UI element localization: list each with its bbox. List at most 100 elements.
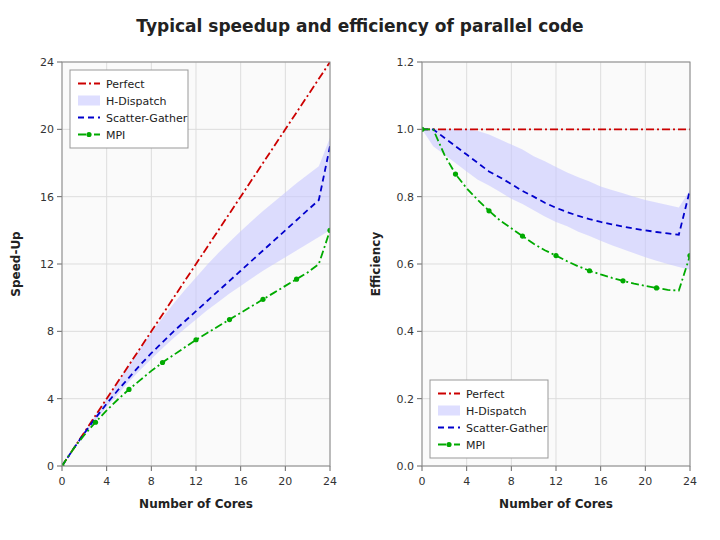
line bbox=[62, 230, 330, 466]
title: Typical speedup and efficiency of parall… bbox=[136, 16, 583, 36]
tick-label: 20 bbox=[40, 123, 54, 136]
tick-mark bbox=[57, 129, 62, 130]
tick-label: 8 bbox=[47, 325, 54, 338]
tick-mark bbox=[57, 62, 62, 63]
tick-label: 4 bbox=[463, 475, 470, 488]
legend-marker bbox=[86, 132, 91, 137]
line bbox=[62, 62, 330, 466]
tick-mark bbox=[556, 466, 557, 471]
axis-label: Efficiency bbox=[369, 232, 383, 297]
band bbox=[422, 129, 690, 269]
tick-label: 0 bbox=[47, 460, 54, 473]
tick-label: 4 bbox=[103, 475, 110, 488]
tick-mark bbox=[511, 466, 512, 471]
marker bbox=[294, 277, 299, 282]
tick-mark bbox=[57, 331, 62, 332]
legend-box bbox=[430, 380, 548, 458]
tick-label: 0 bbox=[419, 475, 426, 488]
axis-label: Number of Cores bbox=[139, 497, 253, 511]
chart-panel: 0481216202404812162024Number of CoresSpe… bbox=[9, 56, 337, 511]
legend-label: MPI bbox=[106, 129, 125, 142]
marker bbox=[260, 297, 265, 302]
marks bbox=[62, 62, 330, 466]
tick-label: 16 bbox=[594, 475, 608, 488]
tick-mark bbox=[417, 398, 422, 399]
tick-label: 16 bbox=[40, 191, 54, 204]
grid-line bbox=[422, 264, 690, 265]
tick-mark bbox=[285, 466, 286, 471]
tick-label: 0.6 bbox=[397, 258, 415, 271]
legend-label: H-Dispatch bbox=[106, 95, 167, 108]
axis-label: Number of Cores bbox=[499, 497, 613, 511]
marker bbox=[160, 360, 165, 365]
tick-mark bbox=[62, 466, 63, 471]
marker bbox=[126, 387, 131, 392]
tick-label: 8 bbox=[508, 475, 515, 488]
legend-swatch bbox=[438, 406, 460, 416]
legend-label: MPI bbox=[466, 439, 485, 452]
marker bbox=[520, 233, 525, 238]
tick-mark bbox=[645, 466, 646, 471]
plot-frame bbox=[62, 62, 330, 466]
tick-label: 24 bbox=[40, 56, 54, 69]
marker bbox=[553, 253, 558, 258]
grid bbox=[62, 62, 330, 466]
legend-swatch bbox=[78, 96, 100, 106]
chart-root: Typical speedup and efficiency of parall… bbox=[0, 0, 720, 540]
tick-mark bbox=[600, 466, 601, 471]
marker bbox=[227, 317, 232, 322]
tick-label: 16 bbox=[234, 475, 248, 488]
tick-mark bbox=[417, 62, 422, 63]
tick-mark bbox=[690, 466, 691, 471]
line bbox=[422, 128, 690, 130]
tick-mark bbox=[196, 466, 197, 471]
tick-mark bbox=[240, 466, 241, 471]
tick-mark bbox=[417, 196, 422, 197]
axis-label: Speed-Up bbox=[9, 231, 23, 297]
marker bbox=[620, 278, 625, 283]
grid bbox=[422, 62, 690, 466]
tick-mark bbox=[57, 264, 62, 265]
tick-mark bbox=[151, 466, 152, 471]
marker bbox=[453, 172, 458, 177]
tick-mark bbox=[422, 466, 423, 471]
tick-mark bbox=[330, 466, 331, 471]
legend-label: Perfect bbox=[466, 388, 505, 401]
tick-label: 1.0 bbox=[397, 123, 415, 136]
tick-mark bbox=[417, 264, 422, 265]
plot-area bbox=[62, 62, 330, 466]
tick-label: 0.2 bbox=[397, 393, 415, 406]
grid-line bbox=[62, 331, 330, 332]
legend-label: Scatter-Gather bbox=[466, 422, 548, 435]
marker bbox=[654, 285, 659, 290]
tick-mark bbox=[417, 129, 422, 130]
band bbox=[62, 138, 330, 466]
tick-label: 0.8 bbox=[397, 191, 415, 204]
tick-label: 0.0 bbox=[397, 460, 415, 473]
legend-swatch bbox=[438, 427, 460, 429]
legend-marker bbox=[446, 442, 451, 447]
tick-label: 0.4 bbox=[397, 325, 415, 338]
legend: Perfect H-Dispatch Scatter-Gather MPI bbox=[430, 380, 548, 458]
marker bbox=[587, 268, 592, 273]
marker bbox=[93, 420, 98, 425]
tick-label: 12 bbox=[549, 475, 563, 488]
legend-box bbox=[70, 70, 188, 148]
tick-mark bbox=[466, 466, 467, 471]
marks bbox=[422, 127, 690, 291]
tick-label: 24 bbox=[323, 475, 337, 488]
legend-swatch bbox=[438, 393, 460, 395]
grid-line bbox=[422, 331, 690, 332]
tick-label: 24 bbox=[683, 475, 697, 488]
tick-label: 0 bbox=[59, 475, 66, 488]
tick-mark bbox=[417, 466, 422, 467]
tick-label: 20 bbox=[638, 475, 652, 488]
legend-label: Scatter-Gather bbox=[106, 112, 188, 125]
legend-label: Perfect bbox=[106, 78, 145, 91]
legend: Perfect H-Dispatch Scatter-Gather MPI bbox=[70, 70, 188, 148]
tick-label: 12 bbox=[40, 258, 54, 271]
legend-label: H-Dispatch bbox=[466, 405, 527, 418]
tick-mark bbox=[57, 196, 62, 197]
tick-mark bbox=[57, 466, 62, 467]
grid-line bbox=[62, 398, 330, 399]
